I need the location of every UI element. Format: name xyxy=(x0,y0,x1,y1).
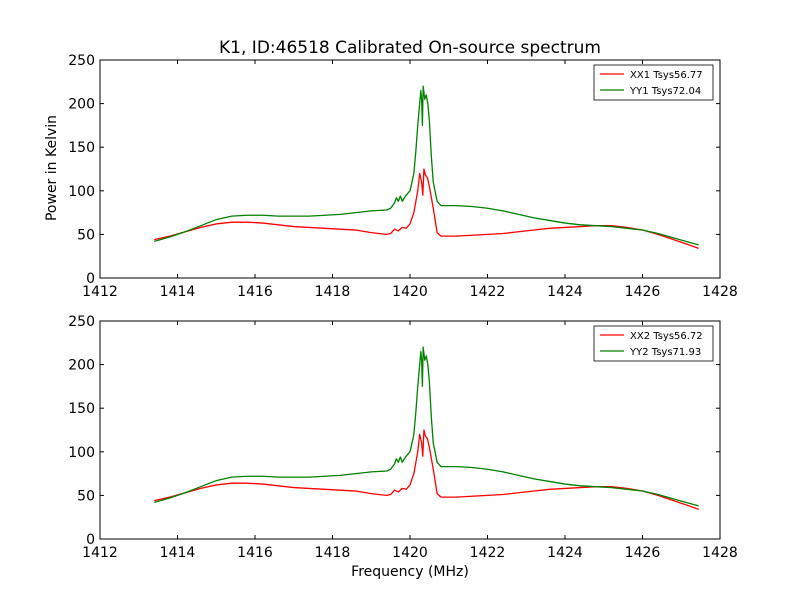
y-tick-label: 100 xyxy=(68,445,95,461)
y-tick-label: 0 xyxy=(86,271,95,287)
y-tick-label: 150 xyxy=(68,140,95,156)
legend-label: YY1 Tsys72.04 xyxy=(629,86,701,97)
legend-box xyxy=(593,325,714,362)
x-tick-label: 1428 xyxy=(702,545,738,561)
x-tick-label: 1420 xyxy=(392,545,428,561)
series-line-xx xyxy=(154,429,699,510)
y-tick-label: 150 xyxy=(68,401,95,417)
x-tick-label: 1412 xyxy=(82,284,118,300)
y-tick-label: 200 xyxy=(68,97,95,113)
x-axis-label: Frequency (MHz) xyxy=(351,564,469,580)
y-tick-label: 250 xyxy=(68,53,95,69)
legend-label: YY2 Tsys71.93 xyxy=(629,347,701,358)
y-tick-label: 0 xyxy=(86,532,95,548)
legend-label: XX1 Tsys56.77 xyxy=(630,70,703,81)
x-tick-label: 1418 xyxy=(315,545,351,561)
legend-box xyxy=(593,64,714,101)
y-tick-label: 100 xyxy=(68,184,95,200)
x-tick-label: 1428 xyxy=(702,284,738,300)
legend: XX2 Tsys56.72 YY2 Tsys71.93 xyxy=(593,325,714,362)
x-tick-label: 1414 xyxy=(160,545,196,561)
x-tick-label: 1416 xyxy=(237,545,273,561)
y-tick-label: 50 xyxy=(77,488,95,504)
y-tick-label: 50 xyxy=(77,227,95,243)
x-tick-label: 1426 xyxy=(625,545,661,561)
x-tick-label: 1424 xyxy=(547,284,583,300)
x-tick-label: 1412 xyxy=(82,545,118,561)
series-line-yy xyxy=(154,346,699,507)
legend: XX1 Tsys56.77 YY1 Tsys72.04 xyxy=(593,64,714,101)
bottom-panel: 1412 1414 1416 1418 1420 1422 1424 1426 1428 0 50 1… xyxy=(68,314,738,561)
series-line-xx xyxy=(154,168,699,249)
series-line-yy xyxy=(154,85,699,246)
y-tick-label: 200 xyxy=(68,358,95,374)
legend-label: XX2 Tsys56.72 xyxy=(630,331,703,342)
x-tick-label: 1422 xyxy=(470,545,506,561)
x-tick-label: 1416 xyxy=(237,284,273,300)
figure-title: K1, ID:46518 Calibrated On-source spectr… xyxy=(219,38,601,58)
top-panel: 1412 1414 1416 1418 1420 1422 1424 1426 1428 0 50 1… xyxy=(68,53,738,300)
x-tick-label: 1424 xyxy=(547,545,583,561)
x-tick-label: 1420 xyxy=(392,284,428,300)
x-tick-label: 1422 xyxy=(470,284,506,300)
x-tick-label: 1426 xyxy=(625,284,661,300)
x-tick-label: 1414 xyxy=(160,284,196,300)
x-tick-label: 1418 xyxy=(315,284,351,300)
y-tick-label: 250 xyxy=(68,314,95,330)
y-axis-label: Power in Kelvin xyxy=(44,115,60,221)
